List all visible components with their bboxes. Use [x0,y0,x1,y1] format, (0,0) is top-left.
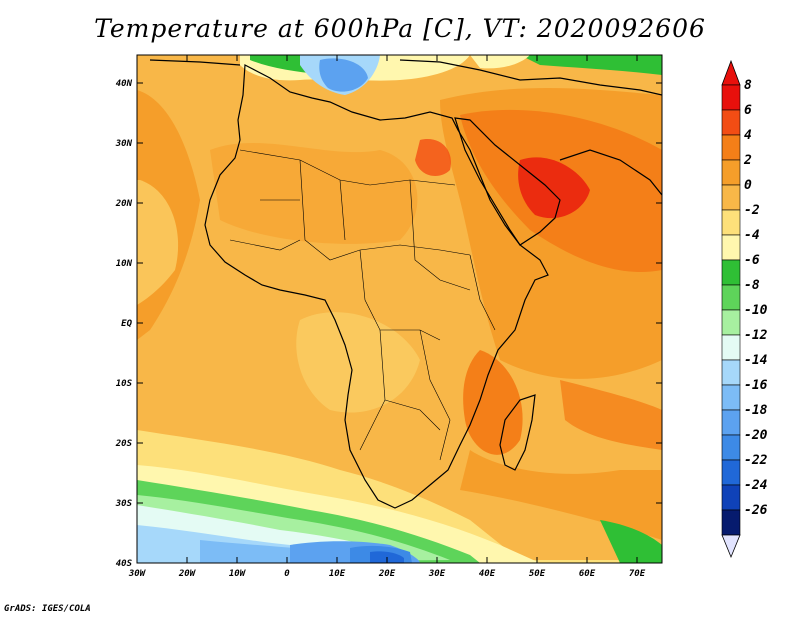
colorbar-swatch [721,259,741,286]
svg-text:60E: 60E [579,569,596,579]
latitude-axis: 40N 30N 20N 10N EQ 10S 20S 30S 40S [115,79,662,569]
lon-tick-label: 60E [579,55,596,579]
colorbar-label: 6 [744,103,752,118]
colorbar-swatch [721,309,741,336]
lat-tick-label: 40N [116,79,662,89]
colorbar-swatch [721,409,741,436]
colorbar-swatch [721,284,741,311]
colorbar-label: -6 [744,253,760,268]
colorbar-swatch [721,484,741,511]
svg-text:50E: 50E [529,569,546,579]
colorbar-label: 2 [743,153,752,168]
lat-tick-label: 10S [116,379,662,389]
temperature-field [137,55,662,563]
colorbar-label: 8 [744,78,752,93]
colorbar-swatch [721,184,741,211]
svg-text:70E: 70E [629,569,646,579]
svg-text:20S: 20S [115,439,133,449]
svg-text:30N: 30N [115,139,133,149]
colorbar-label: -2 [744,203,760,218]
lat-tick-label: EQ [121,319,662,329]
lon-tick-label: 20E [378,55,396,579]
svg-text:30S: 30S [115,499,133,509]
lat-tick-label: 30N [115,139,662,149]
colorbar-label: -16 [744,378,768,393]
lon-tick-label: 30E [428,55,446,579]
colorbar-swatch [721,384,741,411]
svg-text:10N: 10N [116,259,133,269]
colorbar-swatch [721,359,741,386]
colorbar-label: -26 [744,503,768,518]
colorbar-swatch [721,109,741,136]
colorbar-swatch [721,334,741,361]
colorbar-swatch [721,434,741,461]
colorbar-label: 0 [744,178,752,193]
svg-text:30E: 30E [428,569,446,579]
colorbar-swatch [721,134,741,161]
lat-tick-label: 20S [115,439,662,449]
lat-tick-label: 30S [115,499,662,509]
lon-tick-label: 30W [128,569,147,579]
lat-tick-label: 20N [115,199,662,209]
colorbar-label: -4 [744,228,760,243]
longitude-axis: 30W 20W 10W 0 10E 20E 30E 40E 50E 60E 70… [128,55,646,579]
svg-text:20W: 20W [178,569,197,579]
lon-tick-label: 10W [229,55,247,579]
colorbar-swatch [721,509,741,536]
colorbar-swatch [721,84,741,111]
lon-tick-label: 70E [629,55,646,579]
svg-text:0: 0 [284,569,290,579]
colorbar-label: -18 [744,403,768,418]
svg-text:20N: 20N [115,199,133,209]
temperature-map: 40N 30N 20N 10N EQ 10S 20S 30S 40S 30W 2… [115,54,768,579]
svg-text:10E: 10E [329,569,346,579]
svg-text:EQ: EQ [121,319,132,329]
credit-footer: GrADS: IGES/COLA [4,604,91,614]
lon-tick-label: 50E [529,55,546,579]
svg-text:30W: 30W [128,569,147,579]
map-title: Temperature at 600hPa [C], VT: 202009260… [94,14,706,43]
colorbar-label: -24 [744,478,768,493]
colorbar-label: -8 [744,278,760,293]
colorbar-label: 4 [744,128,752,143]
colorbar-label: -22 [744,453,768,468]
colorbar-swatch [721,459,741,486]
lon-tick-label: 20W [178,55,197,579]
colorbar-swatch [721,209,741,236]
colorbar-swatch [721,234,741,261]
colorbar-label: -10 [744,303,768,318]
lon-tick-label: 40E [479,55,496,579]
lon-tick-label: 10E [329,55,346,579]
colorbar-label: -20 [744,428,768,443]
colorbar-top-arrow [721,59,741,86]
map-frame [136,54,663,564]
svg-text:40S: 40S [116,559,133,569]
lon-tick-label: 0 [284,55,290,579]
lat-tick-label: 10N [116,259,662,269]
colorbar-label: -12 [744,328,768,343]
svg-text:10W: 10W [229,569,247,579]
svg-text:40E: 40E [479,569,496,579]
svg-text:20E: 20E [378,569,396,579]
colorbar: 8 6 4 2 0 -2 -4 -6 -8 -10 -12 -14 -16 -18 -20 -22 -24 -26 [721,59,768,559]
svg-text:10S: 10S [116,379,133,389]
colorbar-label: -14 [744,353,768,368]
colorbar-bottom-arrow [721,534,741,559]
colorbar-swatch [721,159,741,186]
svg-text:40N: 40N [116,79,133,89]
lat-tick-label: 40S [116,559,133,569]
country-borders [229,149,496,461]
coastlines [149,59,662,509]
